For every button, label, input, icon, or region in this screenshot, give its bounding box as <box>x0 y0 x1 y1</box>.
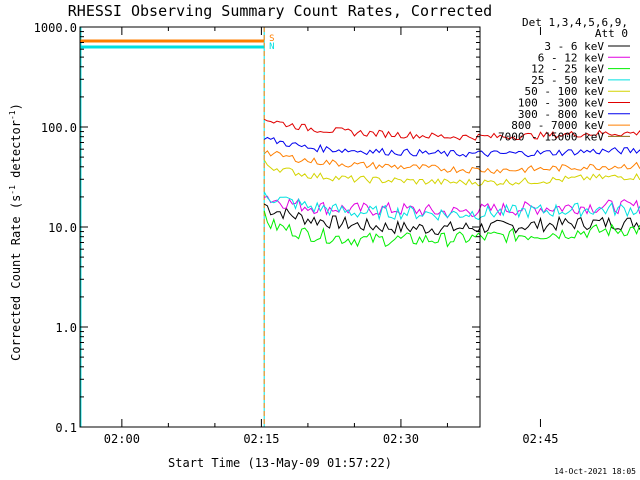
y-axis-label-sup1: -1 <box>8 185 17 195</box>
series-line-300-800-keV <box>263 136 640 158</box>
y-axis-label: Corrected Count Rate (s-1 detector-1) <box>8 103 23 361</box>
x-tick-label: 02:00 <box>104 432 140 446</box>
y-tick-label: 1.0 <box>55 321 77 335</box>
y-axis-label-mid: detector <box>9 120 23 185</box>
legend-label: 50 - 100 keV <box>525 85 605 98</box>
y-tick-label: 0.1 <box>55 421 77 435</box>
legend-label: 6 - 12 keV <box>538 51 605 64</box>
legend-label: 100 - 300 keV <box>518 97 604 110</box>
series-line-3-6-keV <box>263 203 640 236</box>
series-line-100-300-keV <box>263 118 640 141</box>
plot-frame <box>79 26 481 428</box>
legend-label: 25 - 50 keV <box>531 74 604 87</box>
attenuator-label-n: N <box>269 42 274 52</box>
series-line-800-7000-keV <box>263 150 640 175</box>
plot-layer: SN 1000.0 100.0 10.0 1.0 0.1 02:00 02:15 02:30 02… <box>34 21 640 446</box>
legend-label: 12 - 25 keV <box>531 63 604 76</box>
y-axis-label-suffix: ) <box>9 103 23 110</box>
legend-header-line-1: Det 1,3,4,5,6,9, <box>522 16 628 29</box>
chart-title: RHESSI Observing Summary Count Rates, Co… <box>68 2 492 20</box>
y-tick-label: 1000.0 <box>34 21 77 35</box>
y-tick-label: 10.0 <box>48 221 77 235</box>
x-tick-label: 02:30 <box>383 432 419 446</box>
legend-label: 3 - 6 keV <box>544 40 604 53</box>
x-tick-label: 02:15 <box>243 432 279 446</box>
legend-label: 800 - 7000 keV <box>511 119 604 132</box>
attenuator-label-s: S <box>269 34 274 44</box>
legend-label: 7000 - 15000 keV <box>498 130 604 143</box>
y-axis-label-prefix: Corrected Count Rate (s <box>9 195 23 361</box>
series-line-6-12-keV <box>264 195 640 219</box>
y-axis-label-sup2: -1 <box>8 110 17 120</box>
series-line-25-50-keV <box>263 191 640 221</box>
x-tick-label: 02:45 <box>522 432 558 446</box>
legend-header-line-2: Att 0 <box>595 27 628 40</box>
series-line-50-100-keV <box>263 159 640 187</box>
series-line-12-25-keV <box>263 210 640 248</box>
footer-timestamp: 14-Oct-2021 18:05 <box>554 467 636 476</box>
y-tick-label: 100.0 <box>41 121 77 135</box>
x-axis-label: Start Time (13-May-09 01:57:22) <box>168 456 392 470</box>
legend-label: 300 - 800 keV <box>518 108 604 121</box>
